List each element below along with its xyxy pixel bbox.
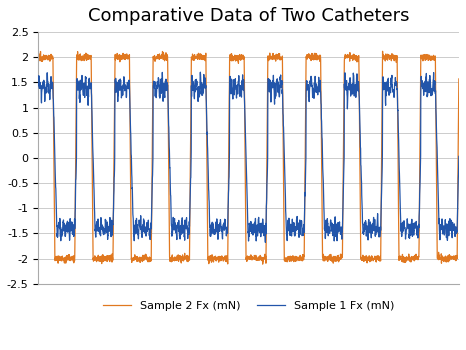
Sample 1 Fx (mN) — [456, 154, 462, 159]
Sample 1 Fx (mN) — [301, 231, 307, 235]
Legend: Sample 2 Fx (mN), Sample 1 Fx (mN): Sample 2 Fx (mN), Sample 1 Fx (mN) — [99, 297, 398, 316]
Line: Sample 1 Fx (mN): Sample 1 Fx (mN) — [38, 72, 459, 242]
Sample 1 Fx (mN) — [262, 240, 268, 244]
Sample 2 Fx (mN) — [35, 56, 41, 60]
Sample 1 Fx (mN) — [35, 84, 41, 88]
Line: Sample 2 Fx (mN): Sample 2 Fx (mN) — [38, 51, 459, 264]
Sample 1 Fx (mN) — [133, 225, 138, 230]
Sample 2 Fx (mN) — [455, 135, 461, 139]
Sample 1 Fx (mN) — [332, 223, 337, 227]
Sample 2 Fx (mN) — [260, 262, 266, 266]
Sample 1 Fx (mN) — [198, 70, 203, 74]
Sample 2 Fx (mN) — [301, 258, 307, 262]
Sample 1 Fx (mN) — [455, 176, 461, 181]
Sample 2 Fx (mN) — [133, 257, 138, 261]
Sample 1 Fx (mN) — [409, 220, 414, 225]
Title: Comparative Data of Two Catheters: Comparative Data of Two Catheters — [88, 7, 410, 25]
Sample 2 Fx (mN) — [429, 54, 434, 58]
Sample 2 Fx (mN) — [332, 258, 337, 262]
Sample 2 Fx (mN) — [456, 77, 462, 81]
Sample 1 Fx (mN) — [429, 86, 434, 91]
Sample 2 Fx (mN) — [380, 49, 385, 54]
Sample 2 Fx (mN) — [409, 254, 414, 259]
